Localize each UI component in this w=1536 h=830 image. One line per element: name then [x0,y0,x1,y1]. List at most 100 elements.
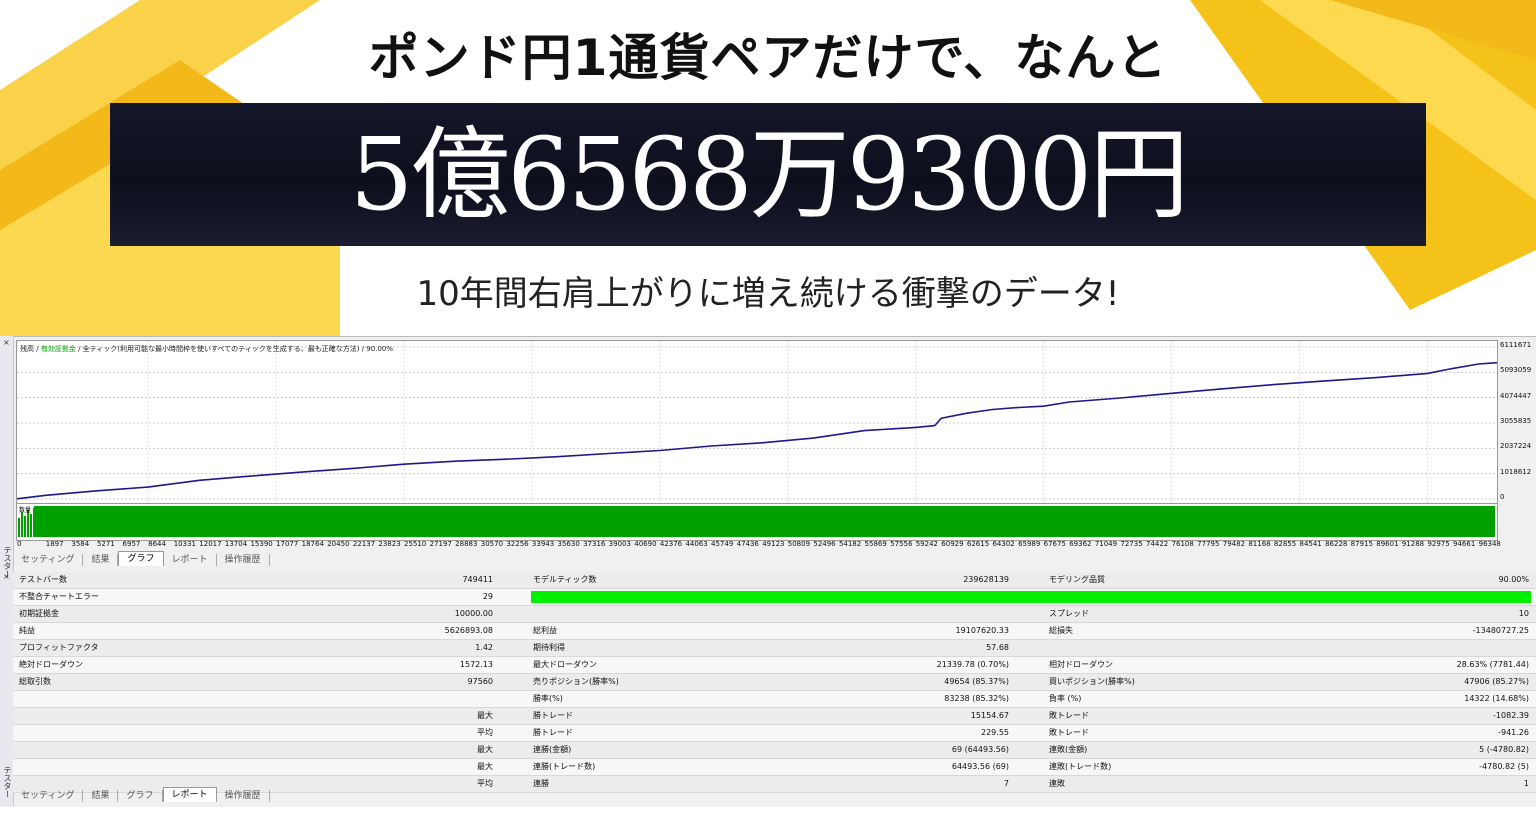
bottom-tab[interactable]: グラフ [118,790,163,802]
x-tick-label: 45749 [711,540,734,548]
close-icon[interactable]: × [3,338,10,347]
report-cell: 83238 (85.32%) [944,694,1009,703]
x-tick-label: 1897 [45,540,64,548]
x-tick-label: 84541 [1299,540,1322,548]
report-row: 絶対ドローダウン 1572.13 最大ドローダウン 21339.78 (0.70%) 相… [13,657,1536,674]
amount-figure: 5億6568万9300円 [349,116,1190,233]
report-row: 不整合チャートエラー 29 [13,589,1536,606]
x-tick-label: 28883 [455,540,478,548]
close-icon-2[interactable]: × [3,572,10,581]
x-tick-label: 82855 [1273,540,1297,548]
x-tick-label: 52496 [813,540,836,548]
report-cell: 連勝 [533,779,549,788]
x-tick-label: 25510 [403,540,427,548]
report-row: 純益 5626893.08 総利益 19107620.33 総損失 -13480727.2… [13,623,1536,640]
x-tick-label: 57556 [890,540,913,548]
report-cell: 総損失 [1049,626,1073,635]
report-cell: 最大 [477,745,493,754]
report-cell: 1.42 [475,643,493,652]
x-tick-label: 94661 [1453,540,1476,548]
bottom-tab[interactable]: セッティング [13,790,84,802]
report-cell: 47906 (85.27%) [1464,677,1529,686]
x-tick-label: 15390 [250,540,273,548]
x-tick-label: 42376 [659,540,683,548]
chart-header-model: / 全ティック(利用可能な最小時間枠を使いすべてのティックを生成する、最も正確な… [78,345,393,353]
report-cell: 最大 [477,711,493,720]
x-tick-label: 71049 [1094,540,1118,548]
report-cell: 連敗 [1049,779,1065,788]
x-tick-label: 35630 [557,540,580,548]
top-tab-bar: セッティング 結果 グラフ レポート 操作履歴 [13,551,270,566]
x-tick-label: 10331 [173,540,196,548]
x-tick-label: 50809 [787,540,811,548]
report-cell: -4780.82 (5) [1479,762,1529,771]
x-tick-label: 49123 [762,540,785,548]
report-cell: プロフィットファクタ [19,643,99,652]
x-axis: 0 1897 3584 5271 6957 8644 10331 12017 13704 1539… [16,540,1501,552]
report-cell: 敗トレード [1049,728,1089,737]
report-cell: 28.63% (7781.44) [1456,660,1529,669]
report-cell: 勝トレード [533,728,573,737]
report-row: 総取引数 97560 売りポジション(勝率%) 49654 (85.37%) 買いポジシ… [13,674,1536,691]
amount-band [110,103,1426,246]
x-tick-label: 76108 [1171,540,1194,548]
report-cell: 49654 (85.37%) [944,677,1009,686]
top-tab[interactable]: グラフ [118,551,164,566]
bottom-tab[interactable]: 操作履歴 [217,790,270,802]
report-cell: 平均 [477,779,493,788]
report-cell: 229.55 [981,728,1009,737]
report-cell: 勝率(%) [533,694,563,703]
volume-spikes [18,508,35,537]
top-tab[interactable]: セッティング [13,554,84,566]
balance-chart [16,340,1498,505]
report-cell: 10 [1518,609,1529,618]
x-tick-label: 17077 [276,540,299,548]
x-tick-label: 13704 [224,540,248,548]
y-tick-label: 4074447 [1500,391,1532,400]
x-tick-label: 47436 [736,540,759,548]
report-row: 初期証拠金 10000.00 スプレッド 10 [13,606,1536,623]
report-row: テストバー数 749411 モデルティック数 239628139 モデリング品質 90.0… [13,572,1536,589]
tester-side-label-2: テスター [3,766,12,798]
top-tab[interactable]: 結果 [83,554,119,566]
bottom-tab[interactable]: 結果 [83,790,119,802]
x-tick-label: 30570 [480,540,504,548]
report-cell: 連敗(トレード数) [1049,762,1112,771]
y-tick-label: 1018612 [1500,467,1532,476]
report-cell: 1572.13 [459,660,493,669]
x-tick-label: 27197 [429,540,452,548]
x-tick-label: 74422 [1145,540,1169,548]
x-tick-label: 77795 [1197,540,1220,548]
report-cell: 64493.56 (69) [951,762,1009,771]
tester-side-panel: × テスター × テスター [0,336,14,806]
report-table: テストバー数 749411 モデルティック数 239628139 モデリング品質 90.0… [13,572,1536,793]
x-tick-label: 64302 [992,540,1015,548]
report-cell: 57.68 [986,643,1009,652]
volume-label: 数量 [19,507,32,514]
chart-header: 残高 / 有効証拠金 / 全ティック(利用可能な最小時間枠を使いすべてのティック… [20,344,393,354]
x-tick-label: 62615 [966,540,990,548]
x-tick-label: 44063 [685,540,708,548]
balance-line [16,361,1498,500]
x-tick-label: 0 [17,540,22,548]
x-tick-label: 89601 [1376,540,1399,548]
x-tick-label: 54182 [838,540,862,548]
y-tick-label: 6111671 [1500,341,1532,349]
report-cell: 29 [482,592,493,601]
x-tick-label: 59242 [915,540,938,548]
chart-header-balance: 残高 / [20,345,39,353]
x-tick-label: 72735 [1120,540,1143,548]
report-cell: 239628139 [963,575,1009,584]
report-cell: モデリング品質 [1049,575,1105,584]
report-cell: 相対ドローダウン [1049,660,1113,669]
report-cell: 絶対ドローダウン [19,660,83,669]
report-cell: -13480727.25 [1472,626,1529,635]
x-tick-label: 92975 [1427,540,1450,548]
top-tab[interactable]: レポート [164,554,217,566]
bottom-tab[interactable]: レポート [162,787,217,802]
y-axis: 6111671 5093059 4074447 3055835 2037224 10186… [1498,340,1536,503]
x-tick-label: 22137 [352,540,376,548]
report-cell: 敗トレード [1049,711,1089,720]
top-tab[interactable]: 操作履歴 [217,554,270,566]
report-cell: モデルティック数 [533,575,597,584]
